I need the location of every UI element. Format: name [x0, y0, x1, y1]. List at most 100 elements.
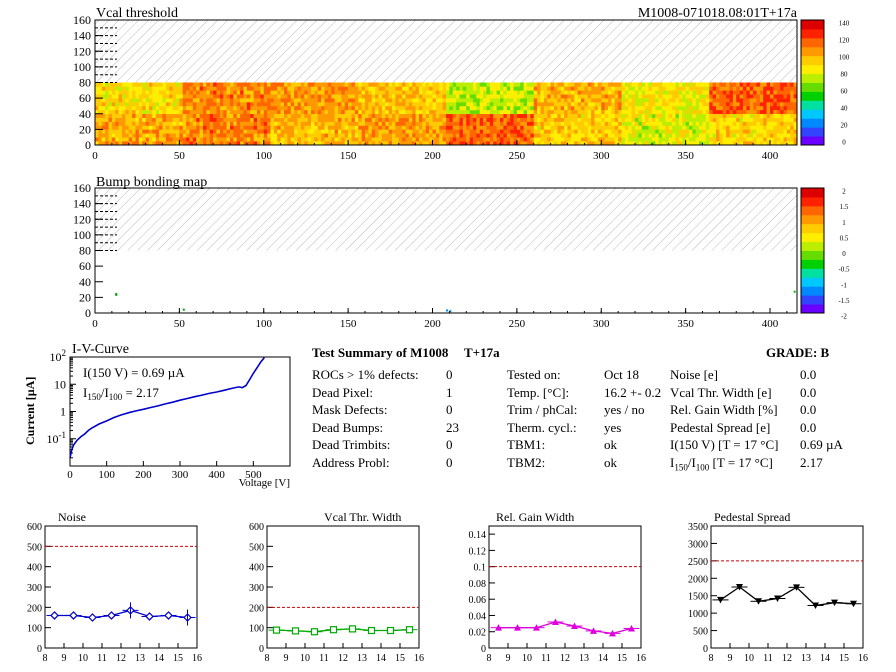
palette-swatch [801, 250, 824, 260]
chart-x-tick-label: 14 [820, 653, 830, 664]
chart-y-tick-label: 0.12 [469, 546, 487, 557]
data-point [609, 629, 616, 637]
summary-value: 2.17 [800, 454, 823, 470]
summary-value: Oct 18 [604, 367, 640, 382]
chart-frame [44, 525, 198, 649]
palette-tick-label: 40 [841, 104, 849, 112]
iv-y-tick-label: 10-1 [47, 430, 67, 446]
palette-swatch [801, 304, 824, 314]
chart-y-tick-label: 300 [249, 583, 264, 594]
chart-x-tick-label: 12 [116, 653, 126, 664]
chart-x-tick-label: 10 [744, 653, 754, 664]
palette-tick-label: 2 [842, 188, 846, 196]
chart-x-tick-label: 16 [192, 653, 202, 664]
map-y-tick-label: 80 [79, 76, 91, 90]
summary-value: yes [604, 419, 622, 435]
palette-swatch [801, 223, 824, 234]
palette-swatch [801, 277, 824, 287]
data-point [571, 622, 578, 630]
map-x-tick-label: 200 [424, 150, 441, 162]
summary-value: 0 [446, 454, 453, 470]
chart-title: Rel. Gain Width [496, 510, 574, 524]
summary-value: 0.0 [800, 384, 817, 400]
chart-y-tick-label: 2000 [688, 574, 708, 585]
iv-x-tick-label: 200 [135, 469, 152, 481]
data-point [552, 618, 559, 625]
iv-xlabel: Voltage [V] [239, 477, 290, 489]
palette-tick-label: 140 [839, 20, 850, 28]
chart-x-tick-label: 8 [265, 653, 270, 664]
iv-x-tick-label: 0 [67, 469, 73, 481]
palette-swatch [801, 295, 824, 305]
chart-x-tick-label: 10 [300, 653, 310, 664]
summary-value: 0.69 µA [800, 437, 843, 452]
iv-title: I-V-Curve [72, 342, 129, 357]
iv-series-line [69, 357, 265, 458]
chart-x-tick-label: 13 [579, 653, 589, 664]
map-x-tick-label: 350 [677, 150, 694, 162]
chart-x-tick-label: 16 [414, 653, 424, 664]
chart-y-tick-label: 2500 [688, 557, 708, 568]
summary-label: Tested on: [507, 367, 561, 382]
palette-swatch [801, 64, 824, 75]
chart-y-tick-label: 100 [249, 624, 264, 635]
summary-label: Mask Defects: [312, 402, 388, 417]
palette-tick-label: 80 [841, 70, 849, 78]
chart-y-tick-label: 0.04 [469, 611, 487, 622]
palette-tick-label: 0 [842, 250, 846, 258]
map-y-tick-label: 80 [79, 244, 91, 258]
chart-title: Noise [58, 510, 86, 524]
chart-x-tick-label: 11 [97, 653, 107, 664]
chart-x-tick-label: 13 [357, 653, 367, 664]
summary-chart-vcal-thr-width: Vcal Thr. Width 0 100 200 300 400 500 600 8 9 10 11… [249, 510, 424, 664]
summary-chart-noise: Noise 0 100 200 300 400 500 600 8 9 10 11 12 13 14 15 16 [27, 510, 202, 664]
palette-swatch [801, 188, 824, 198]
map-x-tick-label: 250 [509, 150, 526, 162]
map-y-tick-label: 140 [73, 29, 91, 43]
data-point [533, 624, 540, 631]
data-point [50, 611, 59, 620]
summary-value: 16.2 +- 0.2 [604, 384, 662, 400]
map-y-tick-label: 100 [73, 60, 91, 74]
bump-bonding-map: Bump bonding map 0 50 100 150 200 250 300 350 40… [73, 175, 850, 330]
palette-swatch [801, 127, 824, 137]
data-point [774, 595, 781, 603]
data-point [793, 584, 800, 591]
map-x-tick-label: 350 [677, 318, 694, 330]
map-y-tick-label: 20 [79, 290, 91, 304]
summary-value: 0 [446, 437, 453, 452]
map-y-tick-label: 60 [79, 259, 91, 273]
data-point [386, 626, 395, 635]
bump-defect-mark [182, 308, 185, 311]
palette-swatch [801, 20, 824, 30]
iv-annotation-ratio: I150/I100 = 2.17 [83, 385, 159, 402]
palette-swatch [801, 55, 824, 66]
bump-defect-mark [449, 310, 452, 313]
summary-label: ROCs > 1% defects: [312, 367, 419, 382]
chart-y-tick-label: 3500 [688, 522, 708, 533]
summary-label: Vcal Thr. Width [e] [670, 384, 772, 400]
chart-x-tick-label: 11 [763, 653, 773, 664]
map-x-tick-label: 50 [174, 318, 186, 330]
data-point [88, 613, 97, 622]
map-x-tick-label: 100 [256, 318, 273, 330]
chart-x-tick-label: 15 [173, 653, 183, 664]
summary-label: Therm. cycl.: [507, 419, 577, 435]
map-y-tick-label: 40 [79, 275, 91, 289]
iv-y-tick-label: 1 [60, 405, 66, 419]
data-point [812, 602, 819, 609]
iv-x-tick-label: 300 [172, 469, 189, 481]
chart-x-tick-label: 16 [636, 653, 646, 664]
chart-y-tick-label: 0.14 [469, 530, 487, 541]
summary-title: Test Summary of M1008 [312, 345, 449, 360]
palette-swatch [801, 268, 824, 278]
data-point [405, 626, 414, 634]
palette-tick-label: 1.5 [840, 203, 849, 211]
chart-y-tick-label: 200 [249, 603, 264, 614]
map-hatched-region [95, 188, 797, 251]
data-point [831, 599, 838, 607]
summary-label: Dead Trimbits: [312, 437, 391, 452]
chart-y-tick-label: 600 [27, 522, 42, 533]
chart-y-tick-label: 500 [27, 542, 42, 553]
chart-title: Pedestal Spread [714, 510, 790, 524]
